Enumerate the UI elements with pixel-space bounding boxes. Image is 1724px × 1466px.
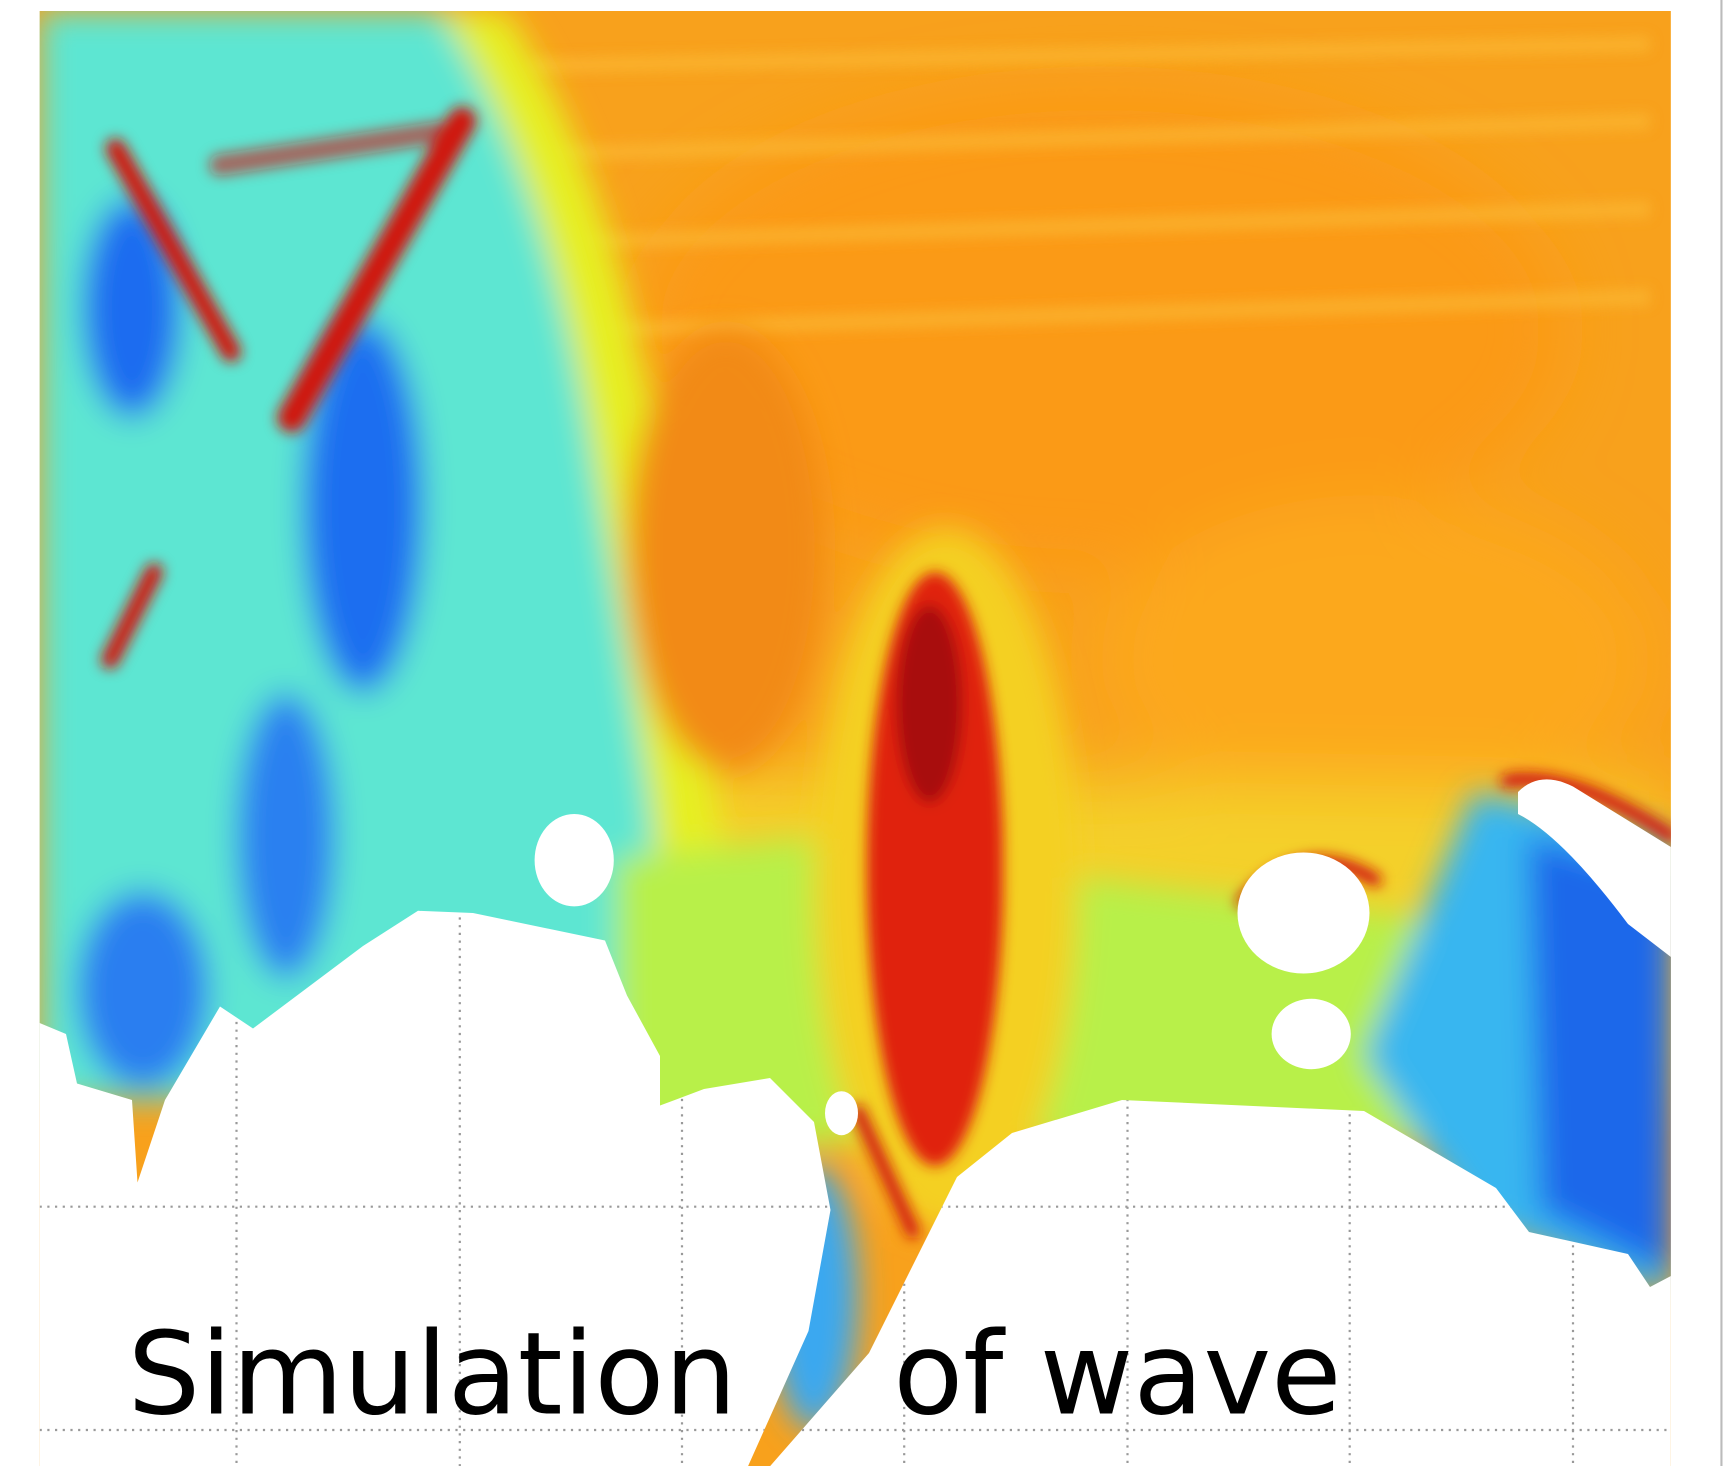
image-layer: Simulation of wave xyxy=(0,0,1724,1466)
caption-word: of wave xyxy=(893,1308,1341,1441)
simulation-image: Simulation of wave xyxy=(0,0,1724,1466)
page: {"caption": {"words": ["Simulation", "of… xyxy=(0,0,1724,1466)
caption-word: Simulation xyxy=(128,1308,737,1441)
wave-field xyxy=(40,11,1671,1466)
